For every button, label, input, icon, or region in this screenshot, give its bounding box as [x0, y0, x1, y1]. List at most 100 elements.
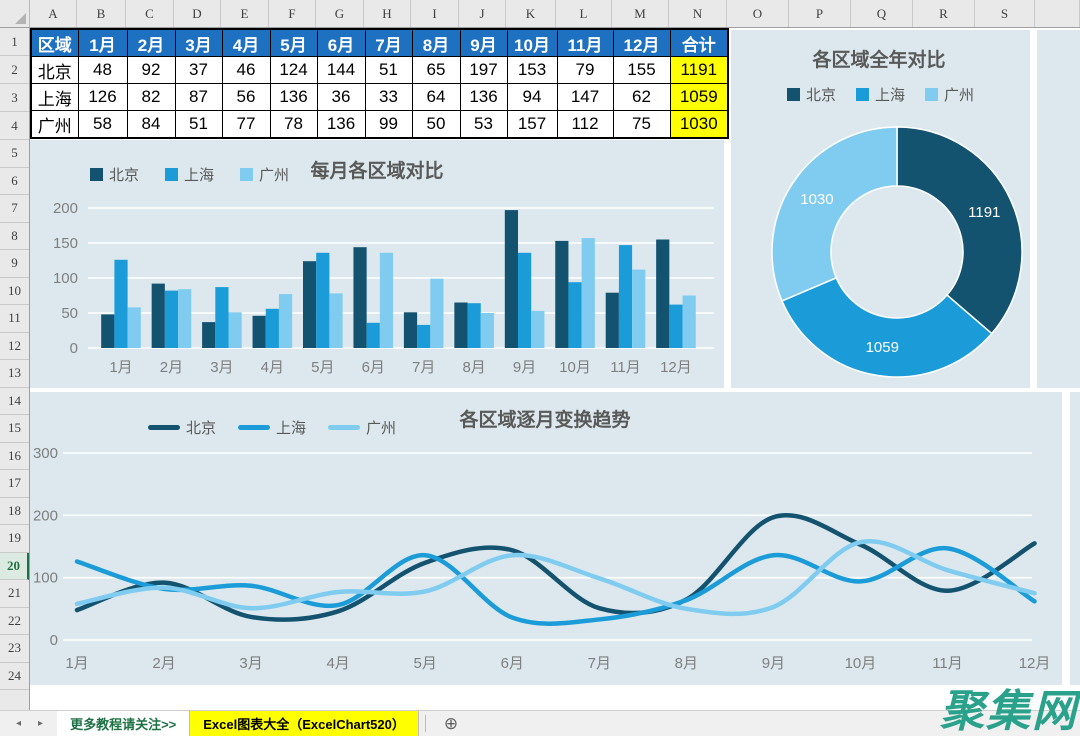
table-header-cell[interactable]: 3月: [174, 28, 223, 57]
row-header[interactable]: 5: [0, 140, 29, 168]
table-cell[interactable]: 153: [506, 56, 558, 84]
line-chart[interactable]: 北京 上海 广州 各区域逐月变换趋势 0 100 200 300 1月 2月 3月 4月 5月 6月 7…: [30, 392, 1062, 685]
column-header[interactable]: R: [913, 0, 975, 27]
table-cell[interactable]: 155: [612, 56, 671, 84]
table-cell[interactable]: 99: [364, 110, 413, 139]
table-cell[interactable]: 126: [77, 83, 128, 111]
donut-chart[interactable]: 各区域全年对比 北京 上海 广州 1191 1059 1030: [731, 30, 1030, 388]
table-cell[interactable]: 136: [269, 83, 318, 111]
row-header[interactable]: 20: [0, 552, 29, 580]
table-header-cell[interactable]: 1月: [77, 28, 128, 57]
column-header[interactable]: C: [126, 0, 174, 27]
table-cell[interactable]: 84: [126, 110, 176, 139]
row-header[interactable]: 14: [0, 388, 29, 415]
table-header-cell[interactable]: 10月: [506, 28, 558, 57]
table-header-cell[interactable]: 合计: [669, 28, 729, 57]
table-cell[interactable]: 1059: [669, 83, 729, 111]
tab-scroll-left-icon[interactable]: ◂: [16, 718, 22, 729]
table-header-cell[interactable]: 6月: [316, 28, 366, 57]
table-header-cell[interactable]: 9月: [459, 28, 508, 57]
table-header-cell[interactable]: 4月: [221, 28, 271, 57]
row-header[interactable]: 11: [0, 305, 29, 333]
table-header-cell[interactable]: 11月: [556, 28, 614, 57]
table-cell[interactable]: 87: [174, 83, 223, 111]
table-cell[interactable]: 33: [364, 83, 413, 111]
table-cell[interactable]: 64: [411, 83, 461, 111]
table-header-cell[interactable]: 5月: [269, 28, 318, 57]
column-header[interactable]: I: [411, 0, 459, 27]
table-cell[interactable]: 197: [459, 56, 508, 84]
table-cell[interactable]: 157: [506, 110, 558, 139]
table-cell[interactable]: 75: [612, 110, 671, 139]
column-header[interactable]: D: [174, 0, 221, 27]
row-header[interactable]: 13: [0, 360, 29, 388]
table-cell[interactable]: 48: [77, 56, 128, 84]
table-cell[interactable]: 50: [411, 110, 461, 139]
table-cell[interactable]: 136: [459, 83, 508, 111]
row-header[interactable]: 6: [0, 168, 29, 195]
table-header-cell[interactable]: 12月: [612, 28, 671, 57]
table-header-cell[interactable]: 2月: [126, 28, 176, 57]
table-header-cell[interactable]: 区域: [30, 28, 79, 57]
sheet-tab-more-tutorials[interactable]: 更多教程请关注>>: [57, 711, 191, 736]
column-header[interactable]: G: [316, 0, 364, 27]
table-cell[interactable]: 1191: [669, 56, 729, 84]
row-header[interactable]: 24: [0, 663, 29, 690]
column-header[interactable]: H: [364, 0, 411, 27]
table-cell[interactable]: 上海: [30, 83, 79, 111]
table-cell[interactable]: 62: [612, 83, 671, 111]
row-header[interactable]: 7: [0, 195, 29, 223]
table-cell[interactable]: 36: [316, 83, 366, 111]
bar-chart[interactable]: 北京 上海 广州 每月各区域对比 0 50 100 150 200 1月 2月 3月 4月 5月 6月 7…: [30, 140, 724, 388]
table-cell[interactable]: 46: [221, 56, 271, 84]
column-header[interactable]: K: [506, 0, 556, 27]
row-header[interactable]: 2: [0, 56, 29, 84]
sheet-tab-excel-chart-active[interactable]: Excel图表大全（ExcelChart520）: [190, 711, 419, 736]
table-cell[interactable]: 82: [126, 83, 176, 111]
column-header[interactable]: J: [459, 0, 506, 27]
row-header[interactable]: 1: [0, 28, 29, 56]
table-header-cell[interactable]: 7月: [364, 28, 413, 57]
table-cell[interactable]: 58: [77, 110, 128, 139]
table-cell[interactable]: 77: [221, 110, 271, 139]
table-cell[interactable]: 广州: [30, 110, 79, 139]
table-cell[interactable]: 92: [126, 56, 176, 84]
row-header[interactable]: 12: [0, 333, 29, 360]
column-header[interactable]: E: [221, 0, 269, 27]
table-cell[interactable]: 112: [556, 110, 614, 139]
select-all-corner[interactable]: [0, 0, 30, 27]
column-header[interactable]: M: [612, 0, 669, 27]
row-header[interactable]: 4: [0, 112, 29, 140]
row-header[interactable]: 18: [0, 498, 29, 525]
column-header[interactable]: F: [269, 0, 316, 27]
table-cell[interactable]: 51: [174, 110, 223, 139]
row-header[interactable]: 21: [0, 580, 29, 608]
row-header[interactable]: 15: [0, 415, 29, 443]
column-header[interactable]: S: [975, 0, 1035, 27]
table-cell[interactable]: 1030: [669, 110, 729, 139]
column-header[interactable]: A: [30, 0, 77, 27]
row-header[interactable]: 22: [0, 608, 29, 635]
add-sheet-icon[interactable]: ⊕: [443, 713, 459, 733]
table-cell[interactable]: 94: [506, 83, 558, 111]
row-header[interactable]: 16: [0, 443, 29, 470]
row-header[interactable]: 10: [0, 278, 29, 305]
table-cell[interactable]: 53: [459, 110, 508, 139]
table-cell[interactable]: 124: [269, 56, 318, 84]
table-cell[interactable]: 65: [411, 56, 461, 84]
column-header[interactable]: L: [556, 0, 612, 27]
table-cell[interactable]: 136: [316, 110, 366, 139]
column-header[interactable]: P: [789, 0, 851, 27]
table-header-cell[interactable]: 8月: [411, 28, 461, 57]
table-cell[interactable]: 79: [556, 56, 614, 84]
table-cell[interactable]: 144: [316, 56, 366, 84]
row-header[interactable]: 19: [0, 525, 29, 553]
column-header[interactable]: B: [77, 0, 126, 27]
row-header[interactable]: 23: [0, 635, 29, 663]
row-header[interactable]: 3: [0, 84, 29, 112]
table-cell[interactable]: 北京: [30, 56, 79, 84]
data-table[interactable]: 区域 1月 2月 3月 4月 5月 6月 7月 8月 9月 10月 11月 12月 合计北京 48 92 37 4…: [30, 28, 729, 139]
column-header[interactable]: O: [727, 0, 789, 27]
column-header[interactable]: N: [669, 0, 727, 27]
table-cell[interactable]: 37: [174, 56, 223, 84]
